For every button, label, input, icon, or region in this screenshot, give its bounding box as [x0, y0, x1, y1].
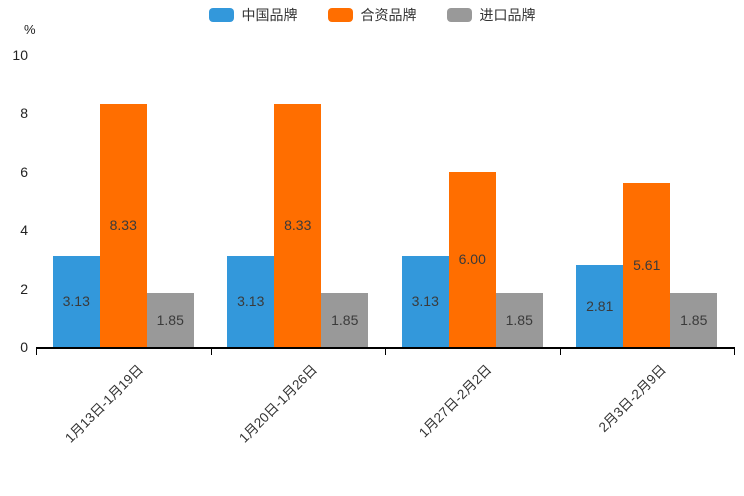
x-axis-tick: [36, 349, 37, 355]
bar-value-label: 1.85: [680, 311, 708, 328]
legend-item-3[interactable]: 进口品牌: [446, 7, 536, 23]
bar-value-label: 8.33: [109, 217, 137, 234]
y-tick-label: 0: [20, 339, 28, 355]
legend-label: 中国品牌: [241, 7, 298, 23]
legend-color-swatch-icon: [446, 8, 472, 22]
x-axis-tick: [385, 349, 386, 355]
legend-label: 进口品牌: [479, 7, 536, 23]
bar-value-label: 5.61: [633, 257, 661, 274]
bar[interactable]: [52, 255, 100, 347]
legend-color-swatch-icon: [208, 8, 234, 22]
bar-value-label: 1.85: [156, 311, 184, 328]
bar-value-label: 3.13: [411, 293, 439, 310]
bar-value-label: 1.85: [505, 311, 533, 328]
x-axis-tick: [210, 349, 212, 355]
legend-item-1[interactable]: 中国品牌: [208, 7, 298, 23]
y-tick-label: 10: [12, 47, 28, 63]
x-axis-tick: [734, 349, 735, 355]
bar[interactable]: [448, 171, 496, 347]
y-tick-label: 2: [20, 280, 28, 297]
y-tick-label: 8: [20, 105, 28, 122]
bar[interactable]: [227, 255, 275, 347]
bar[interactable]: [99, 103, 147, 347]
x-axis-tick: [559, 349, 561, 355]
y-axis-unit-label: %: [24, 22, 36, 37]
bar[interactable]: [274, 103, 322, 347]
x-category-label: 1月20日-1月26日: [236, 361, 321, 446]
legend-label: 合资品牌: [360, 7, 417, 23]
legend-color-swatch-icon: [327, 8, 353, 22]
chart-legend: 中国品牌 合资品牌 进口品牌: [0, 8, 744, 22]
bar-value-label: 1.85: [331, 311, 359, 328]
legend-item-2[interactable]: 合资品牌: [327, 7, 417, 23]
y-tick-label: 6: [20, 163, 28, 180]
y-tick-label: 4: [20, 222, 28, 239]
bar[interactable]: [576, 264, 624, 347]
bar-value-label: 6.00: [458, 251, 486, 268]
x-category-label: 1月13日-1月19日: [61, 361, 146, 446]
bar-value-label: 2.81: [586, 297, 614, 314]
x-axis-line: [36, 347, 735, 349]
x-category-label: 2月3日-2月9日: [595, 361, 670, 436]
bar[interactable]: [146, 292, 194, 347]
bar[interactable]: [670, 292, 718, 347]
x-category-label: 1月27日-2月2日: [416, 361, 495, 441]
bar[interactable]: [623, 183, 671, 347]
bar[interactable]: [401, 255, 449, 347]
bar-value-label: 3.13: [62, 293, 90, 310]
bar-value-label: 8.33: [284, 217, 312, 234]
bar[interactable]: [321, 292, 369, 347]
bar-value-label: 3.13: [237, 293, 265, 310]
bar[interactable]: [495, 292, 543, 347]
